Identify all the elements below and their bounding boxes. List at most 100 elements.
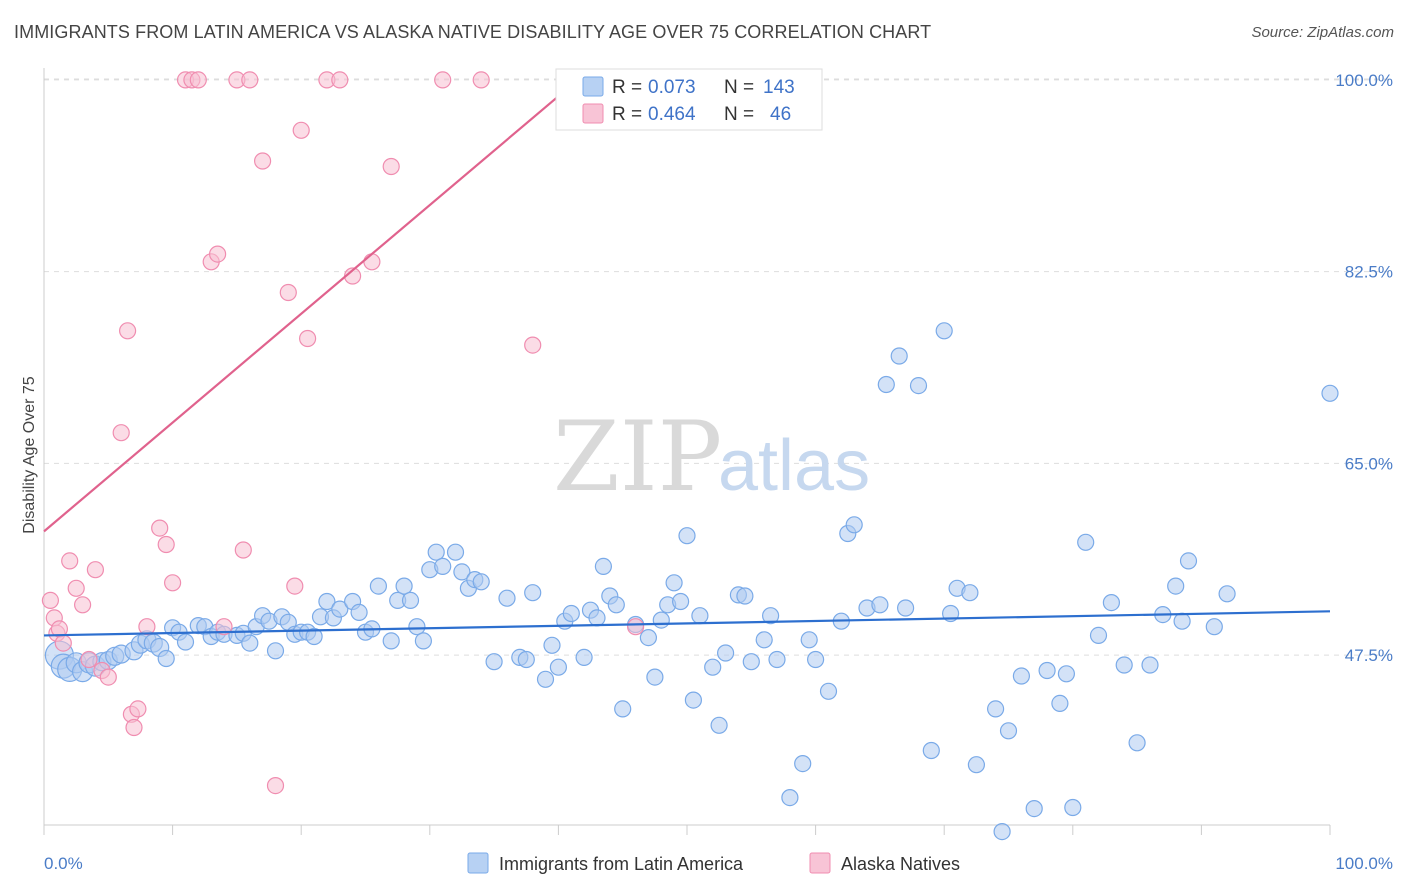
alaska-natives-point-15 <box>125 718 143 737</box>
latin-america-point-112 <box>935 322 953 340</box>
latin-america-point-70 <box>562 604 580 623</box>
latin-america-point-19 <box>176 633 195 651</box>
alaska-natives-point-6 <box>67 579 85 597</box>
latin-america-point-86 <box>684 691 703 709</box>
latin-america-point-16 <box>157 649 175 668</box>
latin-america-point-49 <box>395 577 413 595</box>
alaska-natives-point-42 <box>472 71 490 89</box>
latin-america-point-54 <box>427 543 445 561</box>
alaska-natives-point-45 <box>626 618 645 636</box>
latin-america-point-55 <box>434 557 452 576</box>
latin-america-point-87 <box>691 607 709 625</box>
latin-america-point-61 <box>485 653 503 671</box>
latin-america-point-52 <box>414 632 432 650</box>
latin-america-point-67 <box>543 636 561 654</box>
alaska-natives-point-8 <box>80 650 98 669</box>
alaska-natives-trend-line <box>43 79 579 533</box>
latin-america-point-92 <box>736 587 754 605</box>
latin-america-point-130 <box>1128 734 1146 752</box>
legend-swatch-blue <box>582 76 604 97</box>
trend-lines <box>43 79 1331 637</box>
latin-america-point-31 <box>266 642 285 660</box>
latin-america-point-134 <box>1173 612 1191 630</box>
y-tick-label-0: 47.5% <box>1345 646 1393 665</box>
alaska-natives-point-16 <box>129 700 147 718</box>
latin-america-point-41 <box>331 600 349 618</box>
latin-america-point-27 <box>241 634 259 652</box>
latin-america-point-116 <box>967 756 986 774</box>
alaska-natives-point-26 <box>215 618 233 636</box>
alaska-natives-point-23 <box>189 71 207 89</box>
latin-america-point-137 <box>1218 585 1236 603</box>
alaska-natives-point-33 <box>286 577 304 595</box>
alaska-natives-point-9 <box>86 561 105 579</box>
latin-america-point-101 <box>819 682 838 700</box>
latin-america-point-126 <box>1077 533 1095 551</box>
latin-america-point-118 <box>993 822 1011 841</box>
latin-america-point-108 <box>890 347 908 365</box>
latin-america-point-51 <box>408 618 426 636</box>
latin-america-point-99 <box>800 631 818 649</box>
y-tick-labels: 47.5% 65.0% 82.5% 100.0% <box>1335 71 1393 665</box>
legend-swatch-pink <box>582 103 604 124</box>
y-tick-label-2: 82.5% <box>1345 263 1393 282</box>
alaska-natives-point-17 <box>138 618 156 636</box>
y-tick-label-3: 100.0% <box>1335 71 1393 90</box>
alaska-natives-point-32 <box>279 283 297 302</box>
latin-america-point-110 <box>909 377 928 395</box>
series-label-alaska-natives: Alaska Natives <box>841 854 960 874</box>
legend-r-label-2: R = <box>612 104 642 125</box>
latin-america-point-68 <box>549 658 568 676</box>
latin-america-point-90 <box>716 644 735 662</box>
y-tick-label-1: 65.0% <box>1345 454 1393 473</box>
latin-america-point-128 <box>1102 593 1121 612</box>
latin-america-point-56 <box>446 543 465 561</box>
latin-america-point-37 <box>305 627 323 646</box>
legend-n-label-1: N = <box>724 77 754 98</box>
alaska-natives-point-34 <box>292 121 310 139</box>
latin-america-point-71 <box>575 648 593 667</box>
alaska-natives-point-19 <box>157 535 175 554</box>
alaska-natives-point-43 <box>524 336 542 354</box>
alaska-natives-point-30 <box>254 152 272 170</box>
alaska-natives-point-7 <box>73 596 92 614</box>
alaska-natives-point-12 <box>112 424 130 442</box>
alaska-natives-point-20 <box>164 574 182 592</box>
axes <box>43 68 1331 835</box>
alaska-natives-point-4 <box>54 634 72 652</box>
alaska-natives-point-40 <box>382 157 400 176</box>
latin-america-point-88 <box>704 658 722 676</box>
latin-america-point-125 <box>1064 798 1082 817</box>
latin-america-point-93 <box>742 653 760 671</box>
latin-america-point-81 <box>652 611 670 629</box>
alaska-natives-point-18 <box>151 519 169 537</box>
latin-america-point-84 <box>671 592 690 611</box>
alaska-natives-point-29 <box>241 71 259 89</box>
latin-america-point-129 <box>1115 656 1133 674</box>
watermark: ZIP atlas <box>553 401 870 513</box>
latin-america-point-94 <box>755 631 773 649</box>
latin-america-point-136 <box>1205 618 1223 636</box>
alaska-natives-point-41 <box>434 71 452 89</box>
alaska-natives-point-31 <box>266 776 285 795</box>
watermark-atlas: atlas <box>718 426 870 506</box>
alaska-natives-point-35 <box>299 329 317 348</box>
latin-america-point-95 <box>761 607 780 625</box>
latin-america-point-131 <box>1141 656 1159 674</box>
latin-america-point-97 <box>781 788 799 807</box>
alaska-natives-point-13 <box>118 322 137 340</box>
correlation-legend: R = 0.073 N = 143 R = 0.464 N = 46 <box>555 68 823 131</box>
latin-america-point-117 <box>986 700 1005 718</box>
latin-america-point-77 <box>614 700 632 718</box>
latin-america-point-73 <box>588 609 606 627</box>
latin-america-point-109 <box>896 599 915 617</box>
latin-america-point-83 <box>665 574 683 592</box>
alaska-natives-point-25 <box>209 245 227 263</box>
x-tick-label-min: 0.0% <box>44 854 83 873</box>
latin-america-point-123 <box>1051 694 1069 713</box>
alaska-natives-point-5 <box>61 552 79 570</box>
latin-america-point-106 <box>871 596 889 614</box>
series-swatch-latin-america <box>467 852 489 874</box>
latin-america-point-133 <box>1167 577 1185 595</box>
latin-america-point-39 <box>318 592 336 611</box>
